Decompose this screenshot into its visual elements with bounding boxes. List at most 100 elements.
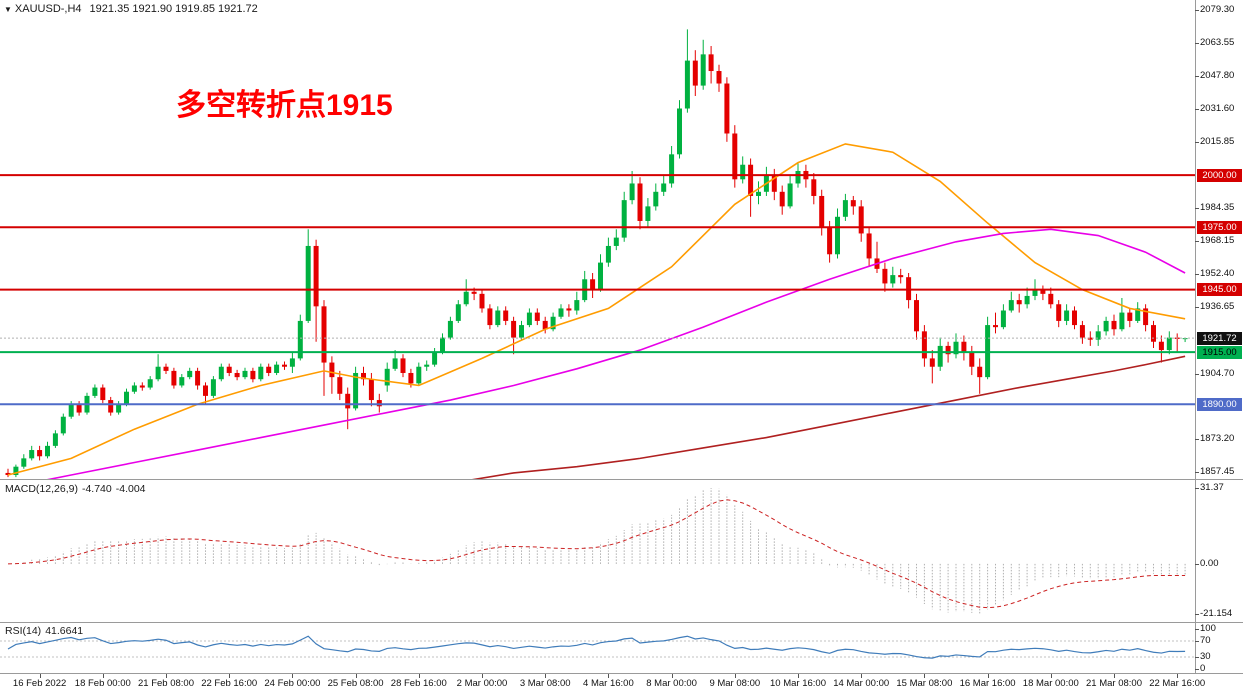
candle-body [748, 164, 754, 196]
time-label: 16 Feb 2022 [12, 678, 67, 689]
candle-body [163, 366, 169, 371]
resistance-badge-1945[interactable]: 1945.00 [1197, 283, 1242, 297]
axis-tick-mark [1195, 42, 1199, 44]
macd-indicator-panel[interactable] [0, 480, 1243, 622]
candle-body [203, 385, 208, 396]
candle-body [147, 379, 153, 388]
candle-body [953, 341, 959, 355]
candle-body [266, 366, 272, 373]
time-label: 16 Mar 16:00 [959, 678, 1016, 689]
rsi-line [7, 635, 1186, 659]
candle-body [961, 341, 967, 353]
candle-body [345, 393, 351, 409]
resistance-badge-2000[interactable]: 2000.00 [1197, 168, 1242, 182]
candle-body [139, 385, 145, 388]
candle-body [124, 391, 129, 405]
support-badge-1890[interactable]: 1890.00 [1197, 397, 1242, 411]
candle-body [511, 320, 517, 338]
time-tick-mark [734, 674, 736, 678]
candle-body [795, 170, 801, 184]
candle-body [1143, 308, 1149, 326]
candle-body [629, 183, 635, 201]
candle-body [368, 379, 374, 401]
candle-body [669, 154, 675, 184]
candle-body [384, 368, 390, 386]
time-label: 3 Mar 08:00 [519, 678, 571, 689]
axis-tick-mark [1195, 629, 1199, 630]
price-axis[interactable]: 2079.30 2063.55 2047.80 2031.60 2015.85 1984.… [1195, 0, 1243, 674]
candle-body [424, 364, 430, 367]
candle-body [621, 200, 627, 238]
candle-body [282, 364, 287, 367]
candle-body [155, 366, 161, 380]
candle-body [5, 472, 11, 476]
axis-tick-mark [1195, 488, 1199, 489]
rsi-indicator-panel[interactable] [0, 623, 1243, 673]
time-tick-mark [292, 674, 294, 678]
chart-symbol-icon: ▼ [4, 5, 12, 14]
ma-slow-darkred [471, 355, 1186, 479]
panel-separator [0, 673, 1243, 674]
time-label: 2 Mar 00:00 [456, 678, 508, 689]
time-axis[interactable]: 16 Feb 2022 18 Feb 00:00 21 Feb 08:00 22 Fe… [0, 674, 1243, 693]
candle-body [937, 345, 943, 367]
price-tick-label: 1968.15 [1200, 235, 1235, 247]
panel-separator [0, 622, 1243, 623]
time-tick-mark [924, 674, 926, 678]
time-tick-mark [671, 674, 673, 678]
axis-tick-mark [1195, 657, 1199, 658]
time-tick-mark [166, 674, 167, 678]
candle-body [289, 358, 295, 367]
main-price-chart[interactable] [0, 0, 1243, 479]
candle-body [858, 206, 864, 234]
candle-body [432, 352, 438, 365]
time-label: 15 Mar 08:00 [896, 678, 953, 689]
candle-body [677, 108, 682, 155]
candle-body [605, 245, 611, 263]
time-label: 24 Feb 00:00 [264, 678, 321, 689]
candle-body [1111, 320, 1117, 330]
resistance-badge-1975[interactable]: 1975.00 [1197, 220, 1242, 234]
time-label: 21 Feb 08:00 [138, 678, 194, 689]
annotation-text[interactable]: 多空转折点1915 [176, 89, 393, 122]
candle-body [242, 370, 248, 378]
time-tick-mark [418, 674, 420, 678]
candle-body [1166, 337, 1172, 351]
current-price-badge: 1921.72 [1197, 331, 1242, 345]
price-tick-label: 30 [1200, 651, 1211, 662]
candle-body [653, 191, 659, 207]
axis-tick-mark [1195, 373, 1199, 375]
candle-body [921, 331, 927, 359]
macd-label: MACD(12,26,9) -4.740 -4.004 [5, 483, 150, 495]
support-badge-1915[interactable]: 1915.00 [1197, 345, 1242, 359]
candle-body [337, 377, 343, 394]
time-label: 18 Mar 00:00 [1022, 678, 1079, 689]
candle-body [977, 366, 983, 378]
candle-body [819, 195, 825, 228]
candle-body [598, 262, 603, 290]
time-tick-mark [798, 674, 799, 678]
candle-body [408, 372, 414, 384]
candle-body [985, 325, 991, 378]
candle-body [700, 54, 706, 86]
price-tick-label: 2015.85 [1200, 136, 1235, 148]
candle-body [914, 300, 919, 332]
time-label: 22 Feb 16:00 [201, 678, 258, 689]
axis-tick-mark [1195, 472, 1199, 473]
time-label: 21 Mar 08:00 [1086, 678, 1142, 689]
candle-body [195, 370, 201, 386]
candle-body [558, 308, 564, 317]
candle-body [463, 291, 469, 305]
panel-separator [0, 479, 1243, 480]
candle-body [1127, 312, 1133, 321]
candle-body [519, 325, 524, 338]
candle-body [503, 310, 509, 321]
candle-body [13, 466, 19, 476]
price-tick-label: 100 [1200, 623, 1216, 634]
candle-body [100, 387, 106, 401]
candle-body [1040, 289, 1046, 294]
candle-body [1135, 308, 1141, 321]
time-tick-mark [545, 674, 547, 678]
time-tick-mark [1050, 674, 1052, 678]
